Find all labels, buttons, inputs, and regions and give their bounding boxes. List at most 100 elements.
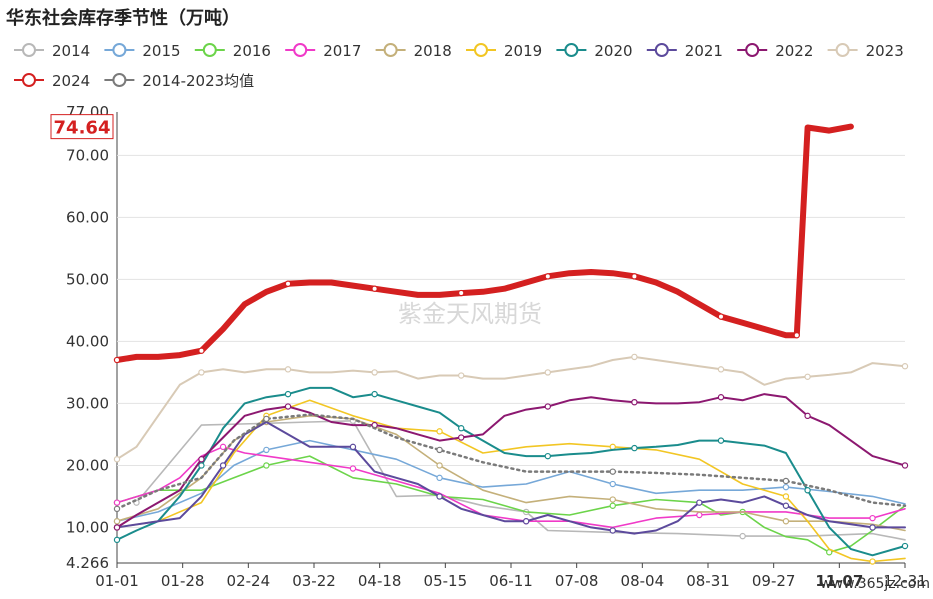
series-line <box>114 123 854 363</box>
y-tick-label: 20.00 <box>66 456 109 474</box>
data-point <box>371 390 378 398</box>
legend-item[interactable]: 2020 <box>556 42 633 60</box>
data-point <box>609 443 616 451</box>
series-line <box>116 455 906 554</box>
data-point <box>609 502 616 509</box>
data-point <box>782 483 790 491</box>
legend-item[interactable]: 2018 <box>375 42 452 60</box>
y-tick-label: 4.266 <box>66 554 109 572</box>
data-point <box>198 462 205 469</box>
data-point <box>739 532 746 540</box>
legend-item[interactable]: 2014-2023均值 <box>104 72 254 90</box>
data-point <box>458 289 465 297</box>
data-point <box>349 443 357 451</box>
legend-item[interactable]: 2022 <box>737 42 813 60</box>
data-point <box>436 428 443 435</box>
legend[interactable]: 2014 2015 2016 2017 2018 2019 2020 2021 2022 2023… <box>14 42 904 90</box>
y-tick-label: 70.00 <box>66 146 109 164</box>
data-point <box>263 446 270 454</box>
x-axis: 01-01 01-28 02-24 03-22 04-18 05-15 06-11 07-08… <box>95 563 927 590</box>
y-tick-label: 30.00 <box>66 394 109 412</box>
y-tick-label: 40.00 <box>66 332 109 350</box>
data-point <box>609 496 616 503</box>
data-point <box>544 452 552 460</box>
data-point <box>263 462 270 469</box>
data-point <box>113 518 121 525</box>
legend-item[interactable]: 2019 <box>466 42 542 60</box>
x-tick-label: 06-11 <box>489 572 533 590</box>
legend-item[interactable]: 2023 <box>827 42 904 60</box>
legend-label: 2019 <box>504 42 542 60</box>
data-point <box>198 347 205 354</box>
series-line <box>116 386 906 557</box>
data-point <box>458 372 465 379</box>
data-point <box>609 468 616 475</box>
data-point <box>436 446 443 454</box>
legend-marker <box>112 73 127 87</box>
data-point <box>198 456 205 463</box>
data-point <box>901 462 909 469</box>
data-point <box>436 462 443 469</box>
legend-item[interactable]: 2016 <box>194 42 271 60</box>
data-point <box>631 273 638 280</box>
y-tick-label: 50.00 <box>66 270 109 288</box>
legend-marker <box>474 43 488 57</box>
data-point <box>544 369 552 376</box>
x-tick-label: 08-04 <box>621 572 665 590</box>
data-point <box>869 514 876 522</box>
x-tick-label: 02-24 <box>227 572 271 590</box>
legend-item[interactable]: 2014 <box>14 42 90 60</box>
data-point <box>793 332 800 339</box>
data-point <box>717 366 725 373</box>
legend-label: 2015 <box>142 42 180 60</box>
legend-marker <box>22 43 36 57</box>
data-point <box>782 493 790 500</box>
data-point <box>901 363 909 370</box>
legend-marker <box>202 43 217 57</box>
data-point <box>458 425 465 432</box>
legend-label: 2022 <box>775 42 813 60</box>
data-point <box>263 415 270 423</box>
series-line <box>135 419 906 541</box>
series-line <box>116 421 906 535</box>
legend-marker <box>22 73 36 87</box>
data-point <box>717 313 725 320</box>
legend-item[interactable]: 2015 <box>104 42 181 60</box>
data-point <box>522 518 530 525</box>
legend-label: 2014 <box>52 42 90 60</box>
data-point <box>717 394 725 401</box>
y-tick-label: 10.00 <box>66 518 109 536</box>
data-point <box>113 536 121 544</box>
legend-marker <box>112 43 127 57</box>
legend-item[interactable]: 2021 <box>646 42 723 60</box>
y-tick-label: 60.00 <box>66 208 109 226</box>
data-point <box>436 474 443 482</box>
legend-item[interactable]: 2017 <box>285 42 361 60</box>
data-point <box>782 502 790 509</box>
legend-marker <box>745 43 760 57</box>
legend-label: 2016 <box>233 42 271 60</box>
legend-marker <box>564 43 579 57</box>
x-tick-label: 01-28 <box>161 572 205 590</box>
data-point <box>609 480 616 488</box>
data-point <box>631 398 638 406</box>
data-point <box>696 511 703 519</box>
data-point <box>804 487 811 494</box>
site-watermark: www.365jz.com <box>820 576 930 592</box>
series-line <box>116 414 906 532</box>
x-tick-label: 05-15 <box>424 572 468 590</box>
data-point <box>544 273 552 280</box>
x-tick-label: 12-31 <box>883 572 927 590</box>
series-group <box>113 123 909 565</box>
legend-item[interactable]: 2024 <box>14 72 90 90</box>
data-point <box>804 373 811 380</box>
legend-label: 2017 <box>323 42 361 60</box>
x-tick-label: 04-18 <box>358 572 402 590</box>
series-line <box>116 439 906 523</box>
legend-marker <box>293 43 308 57</box>
data-point <box>869 524 876 531</box>
legend-label: 2024 <box>52 72 90 90</box>
data-point <box>219 443 227 451</box>
y-axis: 4.266 10.00 20.00 30.00 40.00 50.00 60.00 70.00… <box>66 103 109 572</box>
